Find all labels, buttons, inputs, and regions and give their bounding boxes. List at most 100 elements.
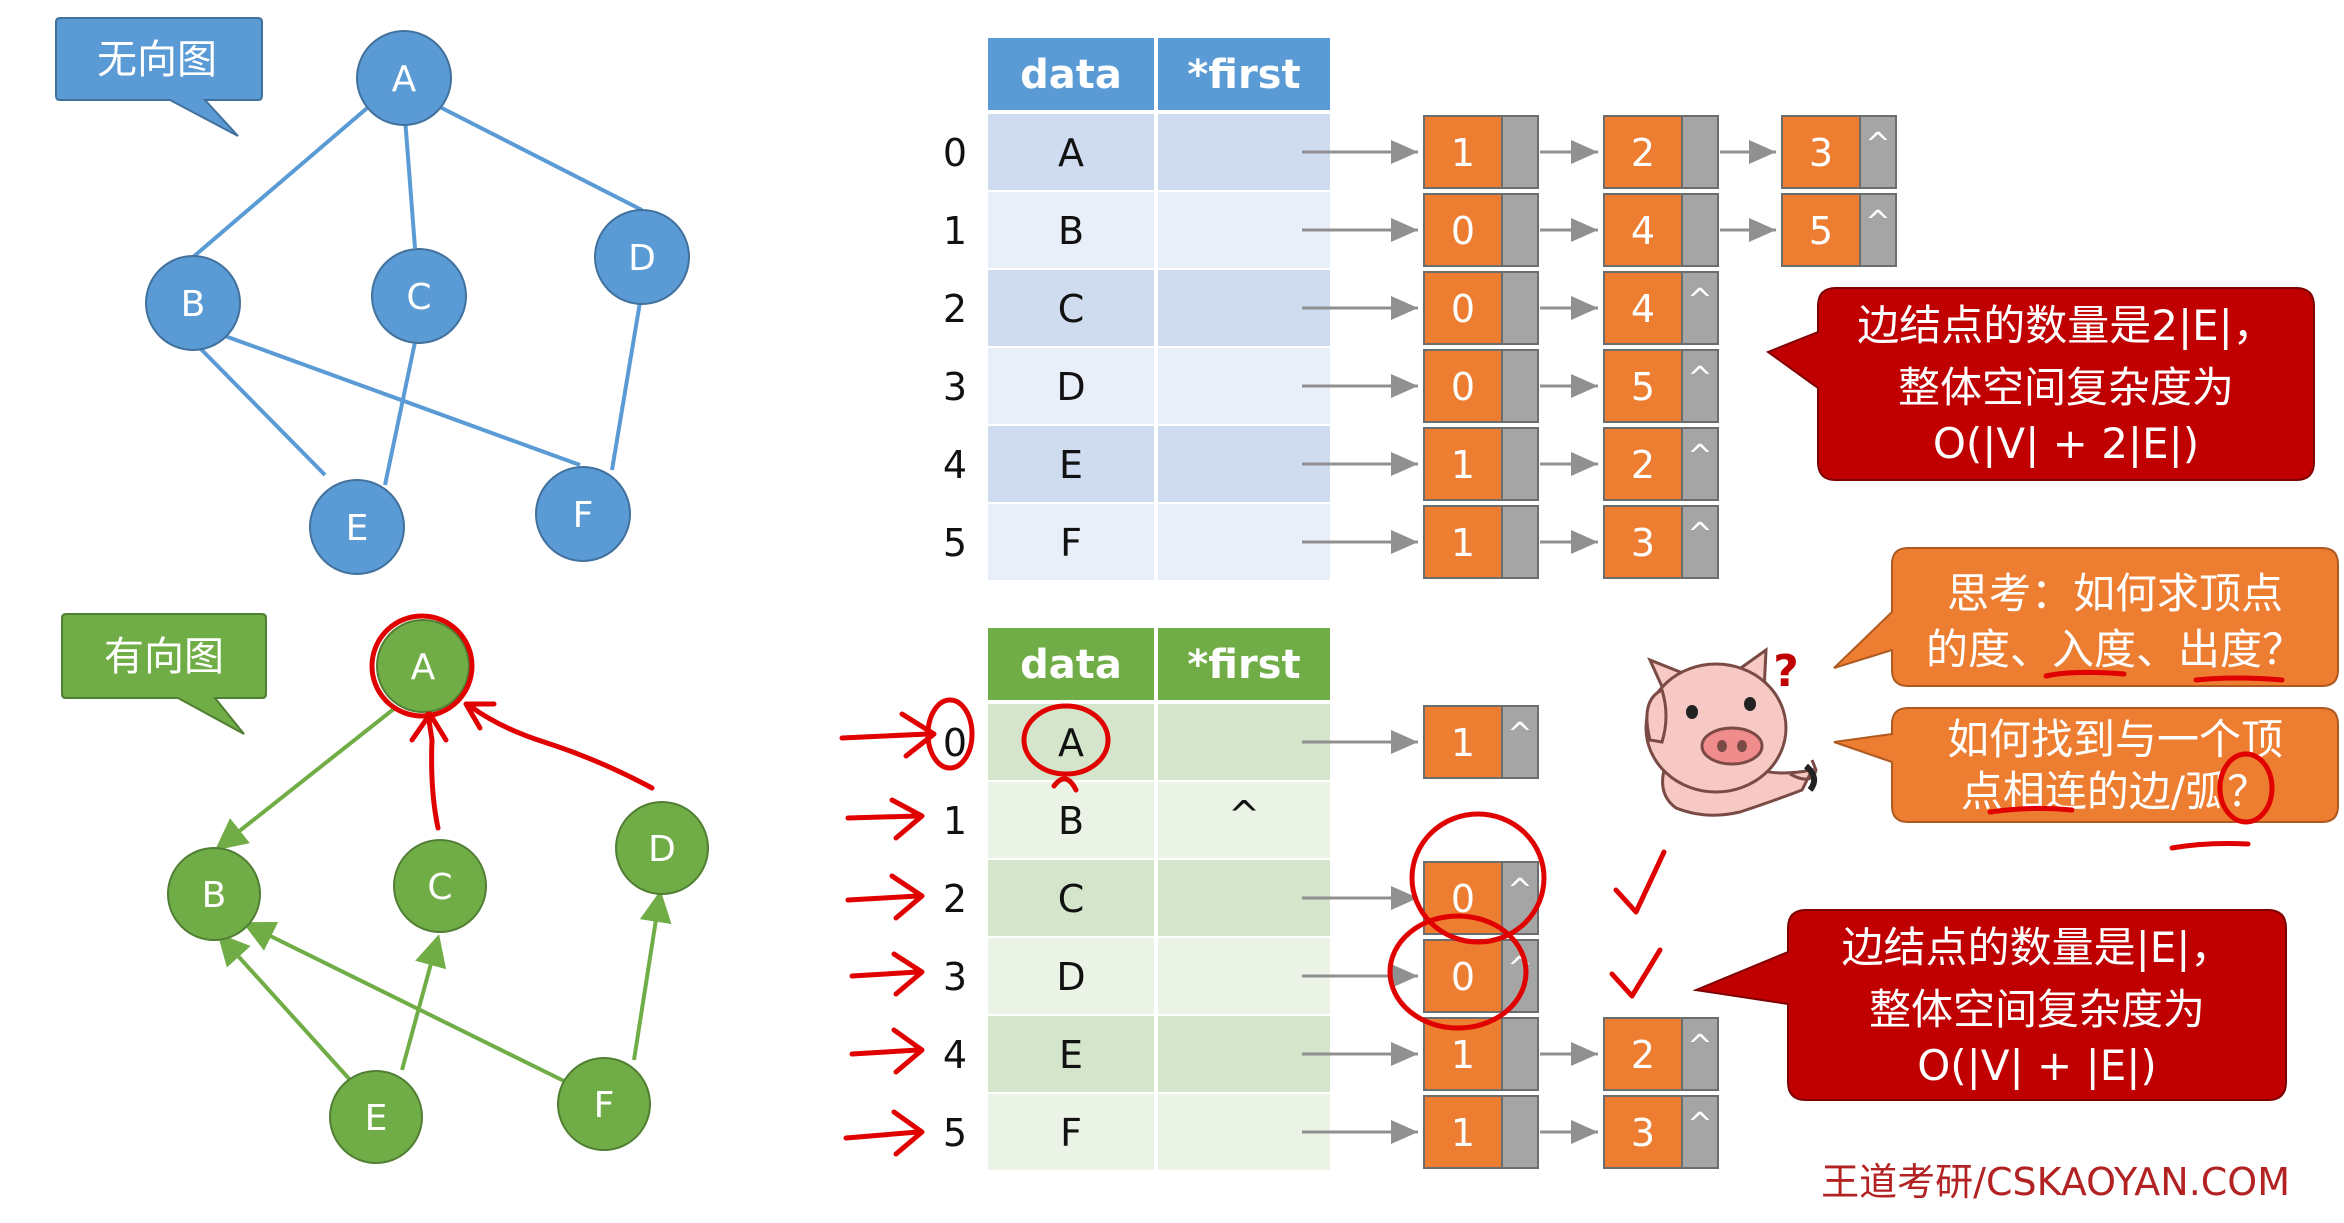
question-2-line-1: 如何找到与一个顶 — [1947, 715, 2283, 764]
undirected-header-data-label: data — [1020, 52, 1122, 98]
directed-edge-node-0-0-null: ^ — [1507, 717, 1532, 752]
undirected-edge-node-3-0: 0 — [1423, 349, 1539, 423]
question-1-line-1: 思考：如何求顶点 — [1947, 569, 2283, 618]
svg-text:F: F — [573, 495, 594, 536]
directed-row-1-data-cell — [988, 782, 1154, 858]
undirected-node-f: F — [535, 466, 631, 562]
directed-row-4-first-cell — [1158, 1016, 1330, 1092]
directed-edge-node-3-0: 0 ^ — [1423, 939, 1539, 1013]
undirected-row-0-index: 0 — [943, 131, 967, 175]
row-arrow-3 — [849, 951, 925, 997]
directed-edge-node-4-1-value: 2 — [1631, 1033, 1655, 1077]
undirected-edge-node-2-1-value: 4 — [1631, 287, 1655, 331]
undirected-node-a: A — [356, 30, 452, 126]
directed-edge-node-3-0-null: ^ — [1507, 951, 1532, 986]
undirected-row-0-data-cell — [988, 114, 1154, 190]
directed-callout-line-1: 边结点的数量是|E|， — [1842, 923, 2233, 972]
underline-in-degree — [2043, 669, 2127, 679]
underline-out-degree — [2193, 675, 2285, 683]
edge-A-D — [431, 101, 643, 212]
svg-text:C: C — [427, 867, 452, 908]
highlight-circle-node-a — [369, 613, 475, 719]
directed-callout-line-2: 整体空间复杂度为 — [1869, 985, 2205, 1034]
undirected-row-1-data: B — [1058, 209, 1084, 253]
pig-icon: ? — [1644, 646, 1818, 817]
undirected-graph: 无向图 A B C D E F — [55, 17, 690, 575]
directed-edge-node-5-0-value: 1 — [1451, 1111, 1475, 1155]
undirected-edge-node-0-2: 3 ^ — [1781, 115, 1897, 189]
undirected-complexity-callout: 边结点的数量是2|E|， 整体空间复杂度为 O(|V| + 2|E|) — [1765, 287, 2315, 481]
mark-under-a — [1051, 776, 1079, 793]
pig-question-mark: ? — [1773, 646, 1799, 697]
directed-row-0-data-cell — [988, 704, 1154, 780]
undirected-edge-node-4-0: 1 — [1423, 427, 1539, 501]
undirected-callout-line-3: O(|V| + 2|E|) — [1933, 419, 2199, 468]
directed-edge-node-4-0-value: 1 — [1451, 1033, 1475, 1077]
undirected-edge-node-5-1-null: ^ — [1687, 517, 1712, 552]
directed-edge-node-5-1-null: ^ — [1687, 1107, 1712, 1142]
undirected-row-5-data: F — [1060, 521, 1082, 565]
directed-edge-node-4-1-null: ^ — [1687, 1029, 1712, 1064]
undirected-edge-node-3-0-value: 0 — [1451, 365, 1475, 409]
directed-row-1-first: ^ — [1228, 793, 1260, 837]
undirected-node-c: C — [371, 248, 467, 344]
undirected-row-3-data: D — [1056, 365, 1085, 409]
directed-edge-node-2-0-null: ^ — [1507, 873, 1532, 908]
underline-arc-char — [2169, 841, 2251, 851]
edge-A-B — [190, 101, 375, 260]
undirected-row-0-first-cell — [1158, 114, 1330, 190]
undirected-row-4-index: 4 — [943, 443, 967, 487]
svg-text:D: D — [628, 238, 656, 279]
svg-text:A: A — [392, 59, 417, 100]
undirected-header-first — [1158, 38, 1330, 110]
directed-node-b: B — [167, 847, 261, 941]
undirected-edge-node-1-1-value: 4 — [1631, 209, 1655, 253]
arc-A-B — [214, 706, 397, 851]
undirected-label: 无向图 — [97, 37, 217, 83]
undirected-row-2-index: 2 — [943, 287, 967, 331]
directed-row-2-first-cell — [1158, 860, 1330, 936]
check-mark-c — [1613, 849, 1667, 915]
directed-row-2-index: 2 — [943, 877, 967, 921]
undirected-edge-node-5-0-value: 1 — [1451, 521, 1475, 565]
directed-edges — [214, 706, 672, 1084]
directed-row-4-data: E — [1059, 1033, 1083, 1077]
undirected-row-1-first-cell — [1158, 192, 1330, 268]
arc-F-B — [242, 922, 567, 1084]
undirected-edge-node-0-2-value: 3 — [1809, 131, 1833, 175]
undirected-node-b: B — [145, 255, 241, 351]
question-callout-2: 如何找到与一个顶 点相连的边/弧？ — [1833, 707, 2339, 823]
undirected-edge-node-5-0: 1 — [1423, 505, 1539, 579]
undirected-edges — [190, 101, 643, 486]
circle-index-0 — [925, 697, 975, 771]
undirected-row-5-index: 5 — [943, 521, 967, 565]
circle-edge-c — [1409, 811, 1547, 945]
undirected-row-3-first-cell — [1158, 348, 1330, 424]
row-arrow-2 — [845, 873, 925, 921]
undirected-edge-node-1-0: 0 — [1423, 193, 1539, 267]
directed-row-3-data: D — [1056, 955, 1085, 999]
undirected-edge-node-4-1-value: 2 — [1631, 443, 1655, 487]
undirected-row-2-data: C — [1058, 287, 1085, 331]
svg-text:A: A — [411, 647, 436, 688]
directed-row-3-first-cell — [1158, 938, 1330, 1014]
directed-row-5-first-cell — [1158, 1094, 1330, 1170]
directed-row-2-data-cell — [988, 860, 1154, 936]
svg-text:C: C — [406, 277, 431, 318]
directed-row-3-index: 3 — [943, 955, 967, 999]
undirected-node-e: E — [309, 479, 405, 575]
row-arrow-4 — [849, 1027, 925, 1075]
undirected-edge-node-4-1-null: ^ — [1687, 439, 1712, 474]
directed-header-data — [988, 628, 1154, 700]
directed-edge-node-3-0-value: 0 — [1451, 955, 1475, 999]
edge-D-F — [610, 301, 642, 471]
svg-text:B: B — [202, 875, 227, 916]
undirected-row-4-first-cell — [1158, 426, 1330, 502]
directed-row-2-data: C — [1058, 877, 1085, 921]
directed-row-5-data: F — [1060, 1111, 1082, 1155]
directed-edge-node-4-1: 2 ^ — [1603, 1017, 1719, 1091]
undirected-label-callout: 无向图 — [55, 17, 263, 137]
directed-header-first-label: *first — [1187, 642, 1300, 688]
